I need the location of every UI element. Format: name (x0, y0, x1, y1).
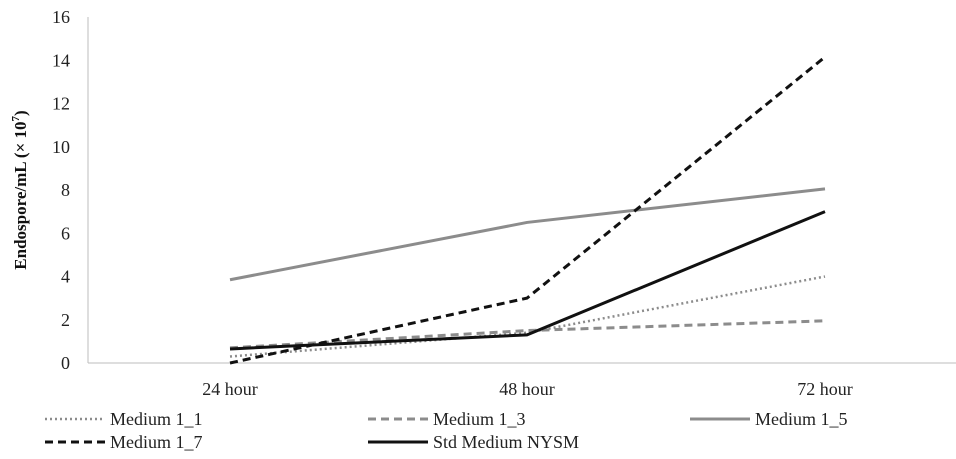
legend-item-5: Std Medium NYSM (368, 432, 579, 452)
y-tick-label: 10 (52, 137, 70, 157)
series-line-5 (229, 210, 826, 351)
series-lines (229, 55, 826, 365)
y-tick-label: 14 (52, 50, 70, 70)
y-tick-label: 2 (61, 310, 70, 330)
y-tick-label: 6 (61, 223, 70, 243)
y-tick-label: 12 (52, 94, 70, 114)
x-tick-label: 72 hour (797, 379, 853, 399)
legend-label: Medium 1_7 (110, 432, 203, 452)
legend-label: Std Medium NYSM (433, 432, 579, 452)
series-line-3 (229, 187, 826, 282)
x-tick-label: 48 hour (499, 379, 555, 399)
legend-item-4: Medium 1_7 (45, 432, 203, 452)
legend: Medium 1_1 Medium 1_3 Medium 1_5 Medium 1_7… (45, 409, 848, 452)
legend-label: Medium 1_3 (433, 409, 526, 429)
series-line-4 (229, 55, 826, 365)
x-tick-label: 24 hour (202, 379, 258, 399)
series-line-2 (229, 319, 826, 350)
legend-item-2: Medium 1_3 (368, 409, 526, 429)
legend-item-1: Medium 1_1 (45, 409, 203, 429)
axes (87, 17, 956, 364)
legend-label: Medium 1_5 (755, 409, 848, 429)
y-tick-label: 16 (52, 7, 70, 27)
y-tick-labels: 0 2 4 6 8 10 12 14 16 (52, 7, 70, 373)
x-tick-labels: 24 hour 48 hour 72 hour (202, 379, 853, 399)
series-line-1 (229, 275, 826, 358)
y-tick-label: 8 (61, 180, 70, 200)
y-tick-label: 4 (61, 267, 70, 287)
y-axis-label: Endospore/mL (× 107) (10, 110, 30, 269)
legend-item-3: Medium 1_5 (690, 409, 848, 429)
y-tick-label: 0 (61, 353, 70, 373)
legend-label: Medium 1_1 (110, 409, 203, 429)
